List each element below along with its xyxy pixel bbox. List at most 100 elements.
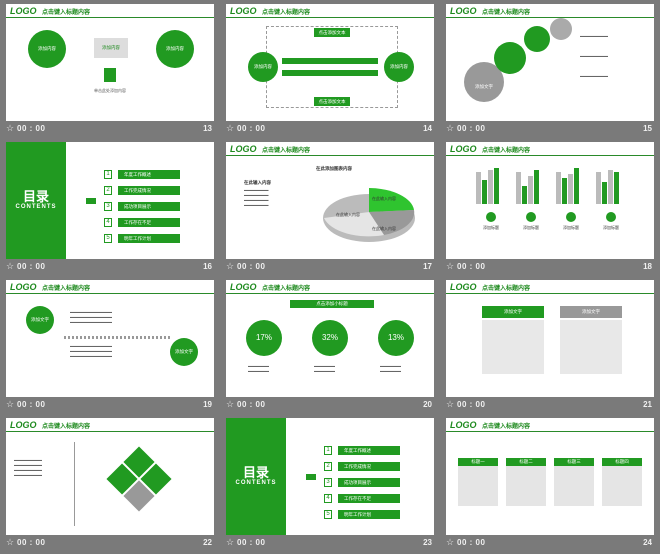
slide-preview[interactable]: LOGO 点击键入标题内容 ▬▬▬▬▬▬▬▬ ▬▬▬▬▬▬▬▬ ▬▬▬▬▬▬▬▬ ▬▬▬… [6, 418, 214, 535]
toc-side-bar: 目录 CONTENTS [226, 418, 286, 535]
logo: LOGO [10, 420, 37, 430]
star-icon[interactable]: ☆ [226, 537, 235, 547]
bottom-label-box [314, 97, 350, 106]
slide-meta: ☆ 00 : 00 21 [440, 397, 654, 412]
circle-big-label: 添加文字 [475, 84, 493, 89]
center-box [94, 38, 128, 58]
toc-title: 目录 [242, 465, 269, 480]
slide-title: 点击键入标题内容 [42, 10, 91, 16]
col-label-1: 添加标题 [483, 225, 499, 230]
slide-preview[interactable]: LOGO 点击键入标题内容 添加文字 ▬▬▬▬▬▬▬▬▬▬▬▬ ▬▬▬▬▬▬▬▬▬▬… [6, 280, 214, 397]
circle-a [26, 306, 54, 334]
circle-right [384, 52, 414, 82]
pie-1-value: 17% [255, 333, 272, 342]
slide-title: 点击键入标题内容 [482, 286, 531, 292]
star-icon[interactable]: ☆ [446, 123, 455, 133]
slide-title: 点击键入标题内容 [262, 10, 311, 16]
slide-number: 24 [643, 538, 652, 547]
tab-1 [482, 306, 544, 318]
star-icon[interactable]: ☆ [226, 123, 235, 133]
circle-right-label: 添加内容 [390, 64, 408, 69]
transition-time: 00 : 00 [457, 538, 486, 547]
transition-time: 00 : 00 [17, 400, 46, 409]
text-block-a: ▬▬▬▬▬▬▬▬▬▬▬▬ ▬▬▬▬▬▬▬▬▬▬▬▬ ▬▬▬▬▬▬▬▬▬▬▬▬ [70, 310, 112, 324]
slide-title: 点击键入标题内容 [482, 424, 531, 430]
slide-header: LOGO 点击键入标题内容 [226, 142, 434, 156]
below-text: 单击此处添加内容 [94, 88, 126, 93]
col-label-2: 添加标题 [523, 225, 539, 230]
logo: LOGO [450, 6, 477, 16]
slide-preview[interactable]: LOGO 点击键入标题内容 标题一 标题二 标题三 标题四 [446, 418, 654, 535]
slide-preview[interactable]: LOGO 点击键入标题内容 添加文字 添加文字 [446, 280, 654, 397]
star-icon[interactable]: ☆ [226, 399, 235, 409]
slide-thumbnail-14[interactable]: LOGO 点击键入标题内容 点击添加文本 添加内容 添加内容 点击添加文本 ☆ 00… [220, 0, 434, 136]
slide-thumbnail-16[interactable]: 目录 CONTENTS 1 年度工作概述 2 工作完成情况 3 成功项目展示 4 工作存在… [0, 138, 214, 274]
slide-preview[interactable]: 目录 CONTENTS 1 年度工作概述 2 工作完成情况 3 成功项目展示 4 工作存在… [226, 418, 434, 535]
slide-thumbnail-19[interactable]: LOGO 点击键入标题内容 添加文字 ▬▬▬▬▬▬▬▬▬▬▬▬ ▬▬▬▬▬▬▬▬▬▬… [0, 276, 214, 412]
slide-preview[interactable]: LOGO 点击键入标题内容 添加内容 添加内容 添加内容 单击此处添加内容 [6, 4, 214, 121]
slide-meta: ☆ 00 : 00 14 [220, 121, 434, 136]
star-icon[interactable]: ☆ [446, 399, 455, 409]
bottom-label: 点击添加文本 [318, 99, 346, 104]
slide-thumbnail-13[interactable]: LOGO 点击键入标题内容 添加内容 添加内容 添加内容 单击此处添加内容 ☆ 00… [0, 0, 214, 136]
star-icon[interactable]: ☆ [6, 261, 15, 271]
slide-header: LOGO 点击键入标题内容 [446, 280, 654, 294]
transition-time: 00 : 00 [457, 262, 486, 271]
slide-thumbnail-18[interactable]: LOGO 点击键入标题内容 添加标题 添加标题 添加标题 添加标题 ☆ 00 : 0… [440, 138, 654, 274]
slide-thumbnail-15[interactable]: LOGO 点击键入标题内容 添加文字 ▬▬▬▬▬▬▬▬ ▬▬▬▬▬▬▬▬ ▬▬▬▬… [440, 0, 654, 136]
pie-2-desc: ▬▬▬▬▬▬ ▬▬▬▬▬▬ [314, 364, 335, 373]
slide-preview[interactable]: LOGO 点击键入标题内容 添加文字 ▬▬▬▬▬▬▬▬ ▬▬▬▬▬▬▬▬ ▬▬▬▬… [446, 4, 654, 121]
col-label-4: 添加标题 [603, 225, 619, 230]
top-label-box [314, 28, 350, 37]
pie-2-value: 32% [321, 333, 338, 342]
slide-preview[interactable]: LOGO 点击键入标题内容 点击添加小标题 17% 32% 13% ▬▬▬▬▬▬ ▬… [226, 280, 434, 397]
transition-time: 00 : 00 [237, 538, 266, 547]
logo: LOGO [450, 420, 477, 430]
left-body: ▬▬▬▬▬▬▬ ▬▬▬▬▬▬▬ ▬▬▬▬▬▬▬ ▬▬▬▬▬▬▬ [244, 188, 269, 207]
slide-header: LOGO 点击键入标题内容 [446, 142, 654, 156]
slide-preview[interactable]: LOGO 点击键入标题内容 点击添加文本 添加内容 添加内容 点击添加文本 [226, 4, 434, 121]
star-icon[interactable]: ☆ [446, 537, 455, 547]
left-text: ▬▬▬▬▬▬▬▬ ▬▬▬▬▬▬▬▬ ▬▬▬▬▬▬▬▬ ▬▬▬▬▬▬▬▬ [14, 458, 42, 477]
circle-b [170, 338, 198, 366]
dashed-frame [266, 26, 398, 108]
card-4 [602, 458, 642, 506]
right-heading: 在此添加图表内容 [316, 166, 352, 171]
tab-2 [560, 306, 622, 318]
slide-thumbnail-21[interactable]: LOGO 点击键入标题内容 添加文字 添加文字 ☆ 00 : 00 21 [440, 276, 654, 412]
slide-number: 20 [423, 400, 432, 409]
pie-3-desc: ▬▬▬▬▬▬ ▬▬▬▬▬▬ [380, 364, 401, 373]
star-icon[interactable]: ☆ [6, 399, 15, 409]
card-2-title: 标题二 [506, 458, 546, 466]
slide-thumbnail-23[interactable]: 目录 CONTENTS 1 年度工作概述 2 工作完成情况 3 成功项目展示 4 工作存在… [220, 414, 434, 550]
down-arrow [104, 68, 116, 82]
logo: LOGO [10, 6, 37, 16]
slide-title: 点击键入标题内容 [42, 424, 91, 430]
divider [64, 336, 170, 339]
slide-thumbnail-24[interactable]: LOGO 点击键入标题内容 标题一 标题二 标题三 标题四 ☆ 00 : 00 24 [440, 414, 654, 550]
slide-preview[interactable]: LOGO 点击键入标题内容 在此输入内容 ▬▬▬▬▬▬▬ ▬▬▬▬▬▬▬ ▬▬▬▬▬▬… [226, 142, 434, 259]
slide-preview[interactable]: LOGO 点击键入标题内容 添加标题 添加标题 添加标题 添加标题 [446, 142, 654, 259]
slide-number: 13 [203, 124, 212, 133]
card-2 [506, 458, 546, 506]
slide-meta: ☆ 00 : 00 20 [220, 397, 434, 412]
slide-title: 点击键入标题内容 [262, 286, 311, 292]
slide-header: LOGO 点击键入标题内容 [6, 4, 214, 18]
slide-header: LOGO 点击键入标题内容 [226, 4, 434, 18]
slide-thumbnail-20[interactable]: LOGO 点击键入标题内容 点击添加小标题 17% 32% 13% ▬▬▬▬▬▬ ▬… [220, 276, 434, 412]
star-icon[interactable]: ☆ [226, 261, 235, 271]
slide-thumbnail-17[interactable]: LOGO 点击键入标题内容 在此输入内容 ▬▬▬▬▬▬▬ ▬▬▬▬▬▬▬ ▬▬▬▬▬▬… [220, 138, 434, 274]
slide-number: 19 [203, 400, 212, 409]
slide-thumbnail-22[interactable]: LOGO 点击键入标题内容 ▬▬▬▬▬▬▬▬ ▬▬▬▬▬▬▬▬ ▬▬▬▬▬▬▬▬ ▬▬▬… [0, 414, 214, 550]
star-icon[interactable]: ☆ [446, 261, 455, 271]
slide-title: 点击键入标题内容 [482, 148, 531, 154]
transition-time: 00 : 00 [237, 124, 266, 133]
transition-time: 00 : 00 [457, 124, 486, 133]
slide-preview[interactable]: 目录 CONTENTS 1 年度工作概述 2 工作完成情况 3 成功项目展示 4 工作存在… [6, 142, 214, 259]
card-3 [554, 458, 594, 506]
star-icon[interactable]: ☆ [6, 537, 15, 547]
logo: LOGO [230, 6, 257, 16]
bar-groups [476, 168, 619, 204]
star-icon[interactable]: ☆ [6, 123, 15, 133]
